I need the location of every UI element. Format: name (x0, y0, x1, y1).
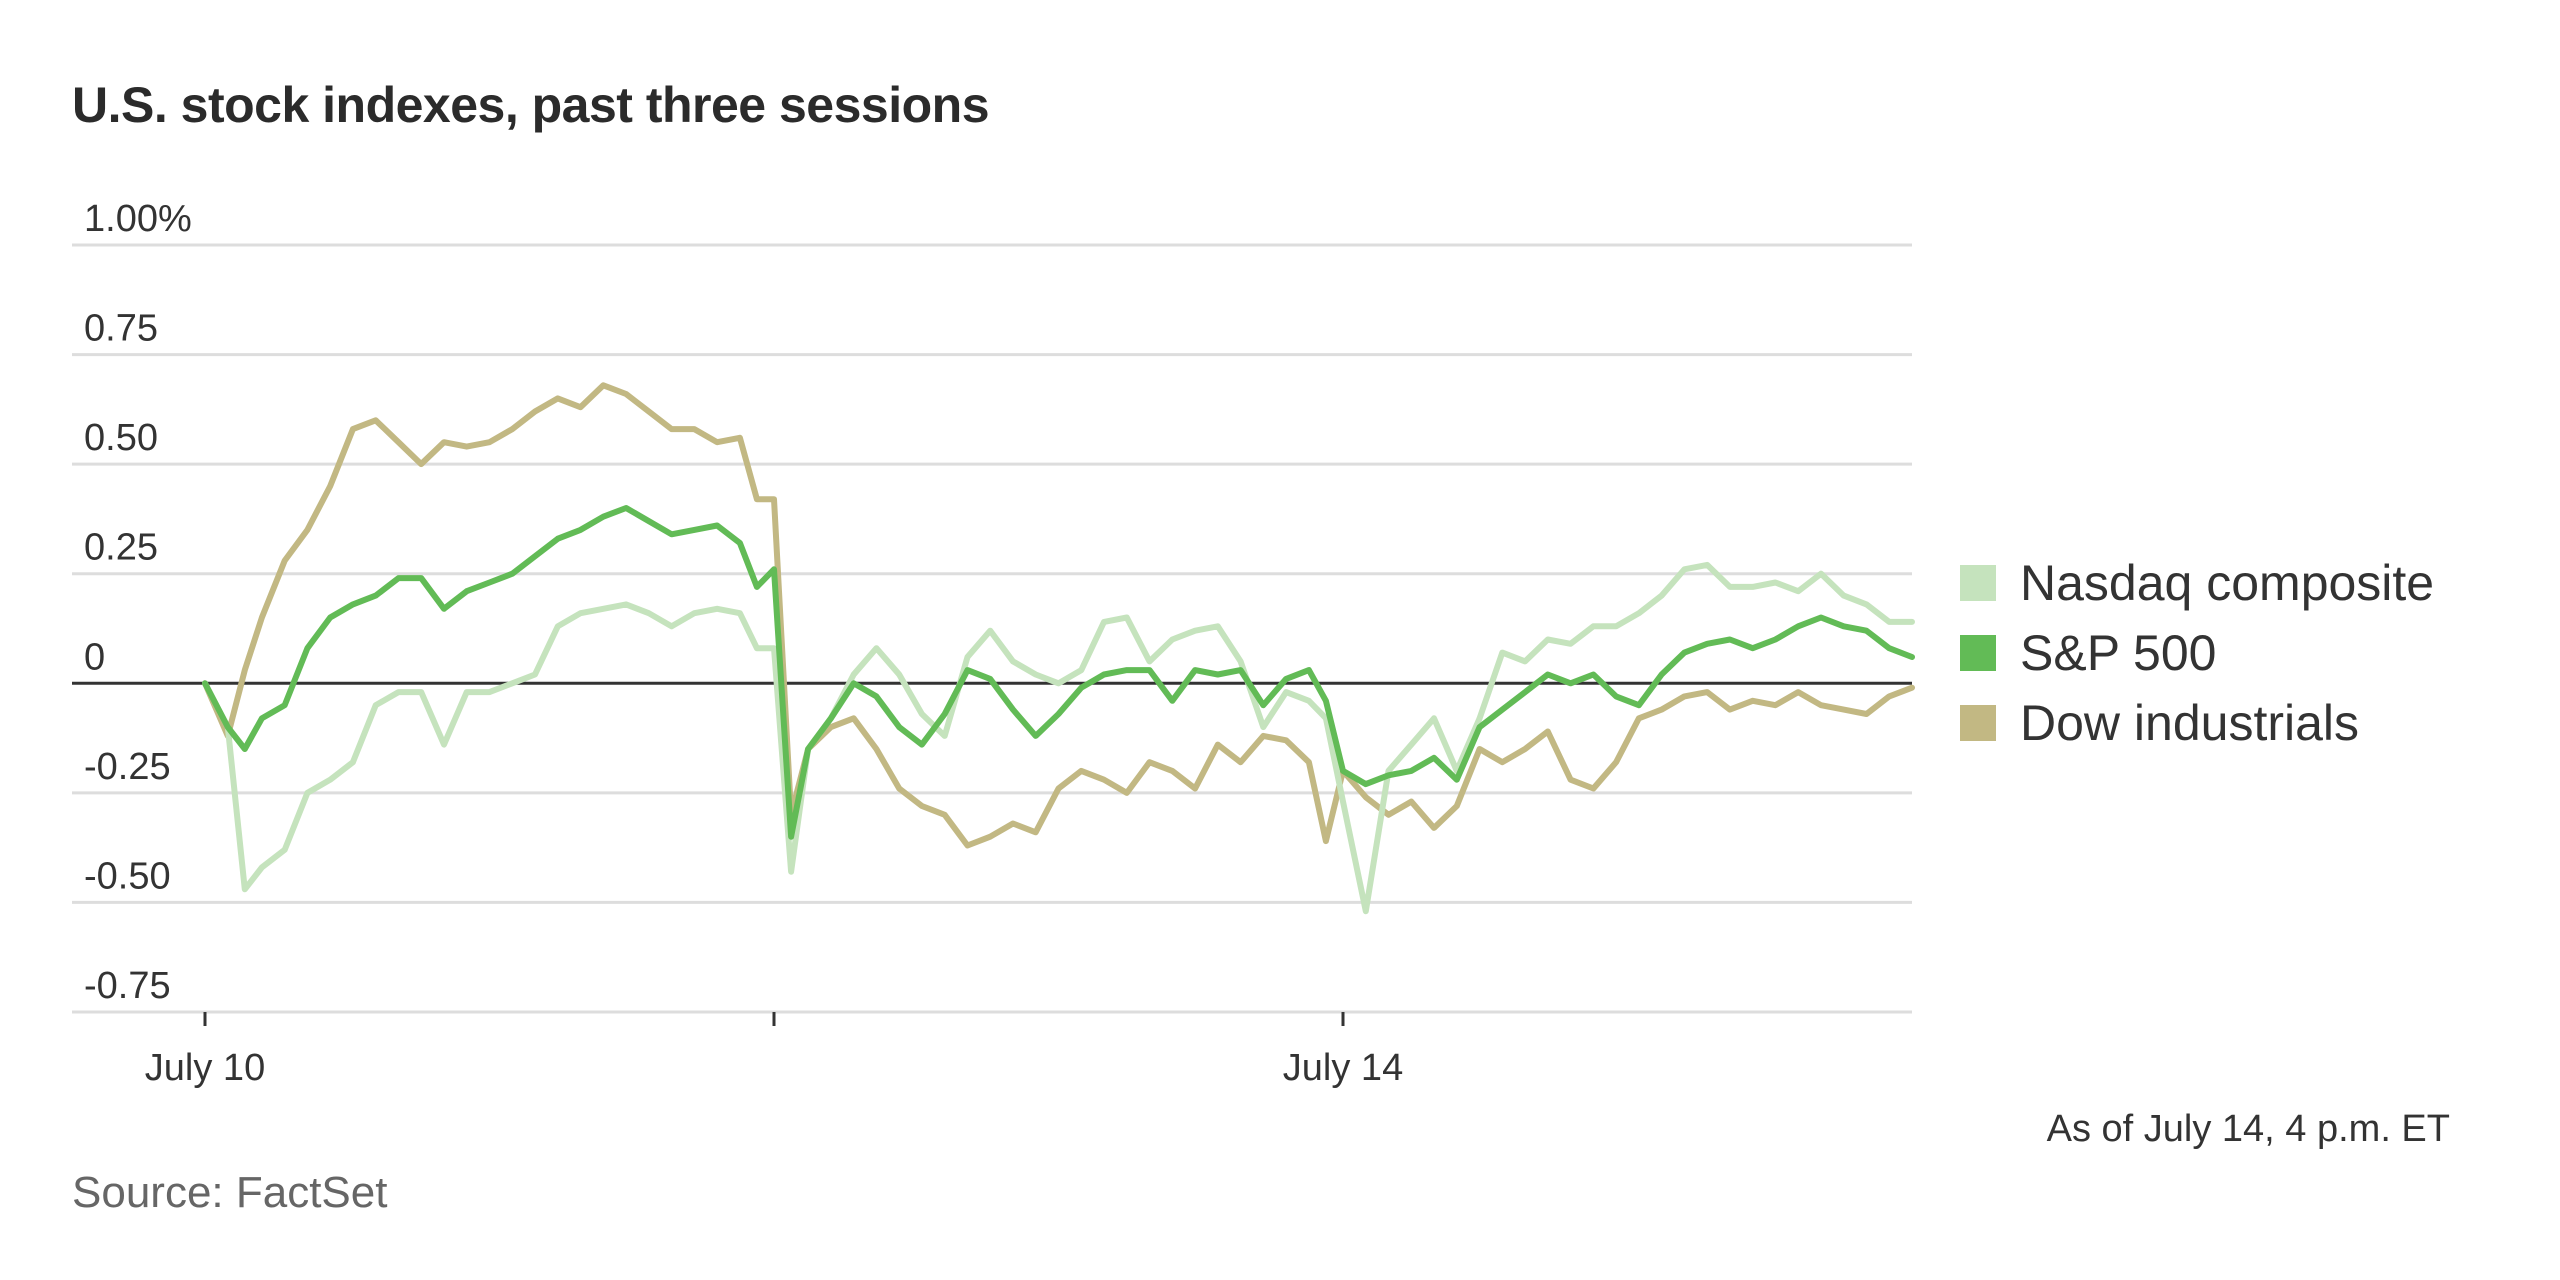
legend-swatch-nasdaq (1960, 565, 1996, 601)
y-tick-label: 0.75 (84, 308, 158, 350)
y-tick-label: 0.50 (84, 417, 158, 459)
legend-item-nasdaq: Nasdaq composite (1960, 548, 2434, 618)
series-lines (202, 382, 1915, 915)
sp500-line (202, 505, 1915, 840)
chart-title: U.S. stock indexes, past three sessions (72, 77, 990, 133)
nasdaq-line (202, 561, 1915, 915)
y-axis-labels: 1.00% 0.75 0.50 0.25 0 -0.25 -0.50 -0.75 (84, 198, 192, 1007)
legend-label-sp500: S&P 500 (2020, 625, 2217, 681)
y-tick-label: -0.75 (84, 965, 171, 1007)
as-of-note: As of July 14, 4 p.m. ET (2046, 1108, 2450, 1150)
gridlines (72, 243, 1912, 1014)
legend-item-sp500: S&P 500 (1960, 618, 2434, 688)
x-axis: July 10 July 14 (145, 1012, 1403, 1089)
dow-line (202, 382, 1915, 849)
y-tick-label: -0.25 (84, 746, 171, 788)
y-tick-label: 0.25 (84, 527, 158, 569)
y-tick-label: 1.00% (84, 198, 192, 240)
legend-label-dow: Dow industrials (2020, 695, 2360, 751)
legend: Nasdaq composite S&P 500 Dow industrials (1960, 548, 2434, 758)
source-note: Source: FactSet (72, 1168, 388, 1217)
x-tick-label: July 10 (145, 1047, 265, 1089)
legend-swatch-dow (1960, 705, 1996, 741)
legend-label-nasdaq: Nasdaq composite (2020, 555, 2435, 611)
legend-item-dow: Dow industrials (1960, 688, 2434, 758)
y-tick-label: -0.50 (84, 855, 171, 897)
legend-swatch-sp500 (1960, 635, 1996, 671)
y-tick-label: 0 (84, 636, 105, 678)
x-tick-label: July 14 (1283, 1047, 1403, 1089)
